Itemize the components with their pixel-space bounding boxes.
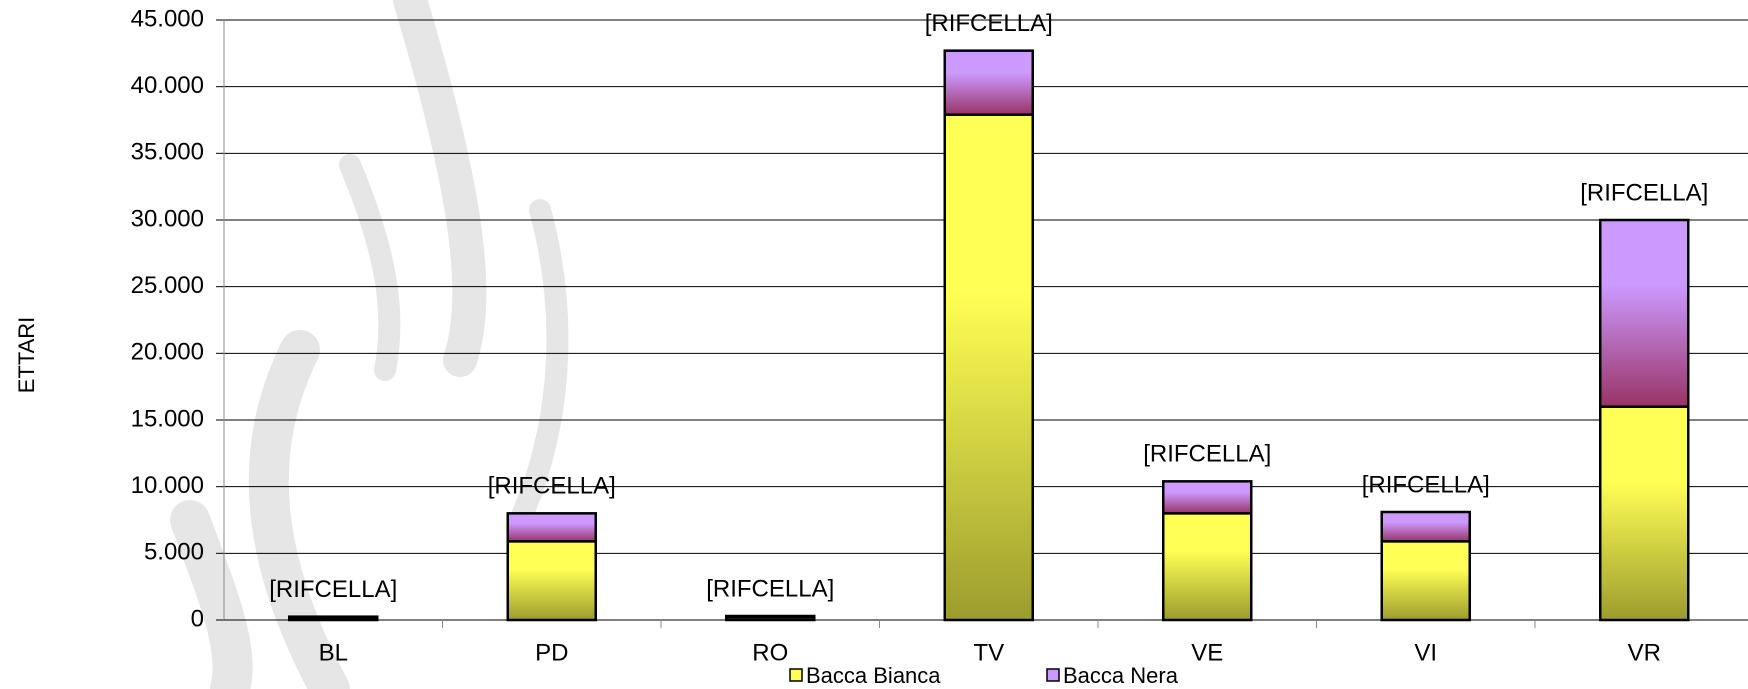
bar-segment bbox=[1599, 405, 1690, 622]
bar-segment bbox=[1380, 540, 1471, 622]
bar-segment bbox=[1599, 218, 1690, 408]
y-tick-label: 10.000 bbox=[131, 472, 204, 499]
y-axis-label: ETTARI bbox=[14, 317, 39, 394]
x-tick-label: PD bbox=[535, 639, 568, 666]
legend-swatch bbox=[1046, 668, 1060, 682]
y-tick-label: 40.000 bbox=[131, 72, 204, 99]
bar-segment bbox=[1380, 510, 1471, 543]
y-tick-label: 30.000 bbox=[131, 205, 204, 232]
bar-segment bbox=[725, 614, 816, 619]
x-tick-label: VI bbox=[1414, 639, 1437, 666]
bar-segment bbox=[943, 49, 1034, 116]
x-tick-label: RO bbox=[752, 639, 788, 666]
bar-segment bbox=[288, 615, 379, 620]
x-tick-label: TV bbox=[973, 639, 1004, 666]
legend-swatch bbox=[789, 668, 803, 682]
y-tick-label: 0 bbox=[191, 605, 204, 632]
y-tick-label: 35.000 bbox=[131, 139, 204, 166]
x-tick-label: BL bbox=[319, 639, 348, 666]
data-label: [RIFCELLA] bbox=[706, 575, 834, 602]
y-tick-label: 45.000 bbox=[131, 5, 204, 32]
y-tick-label: 5.000 bbox=[144, 539, 204, 566]
x-tick-label: VE bbox=[1191, 639, 1223, 666]
legend-label: Bacca Nera bbox=[1063, 663, 1179, 688]
bar-segment bbox=[1162, 512, 1253, 622]
data-label: [RIFCELLA] bbox=[1362, 471, 1490, 498]
bar-segment bbox=[506, 512, 597, 543]
x-tick-label: VR bbox=[1628, 639, 1661, 666]
data-label: [RIFCELLA] bbox=[925, 10, 1053, 37]
legend-label: Bacca Bianca bbox=[806, 663, 941, 688]
data-label: [RIFCELLA] bbox=[1580, 179, 1708, 206]
y-tick-label: 25.000 bbox=[131, 272, 204, 299]
bar-segment bbox=[506, 540, 597, 622]
bar-segment bbox=[943, 113, 1034, 622]
y-tick-label: 20.000 bbox=[131, 339, 204, 366]
y-tick-label: 15.000 bbox=[131, 405, 204, 432]
bar-segment bbox=[1162, 480, 1253, 515]
data-label: [RIFCELLA] bbox=[488, 473, 616, 500]
data-label: [RIFCELLA] bbox=[269, 576, 397, 603]
data-label: [RIFCELLA] bbox=[1143, 441, 1271, 468]
